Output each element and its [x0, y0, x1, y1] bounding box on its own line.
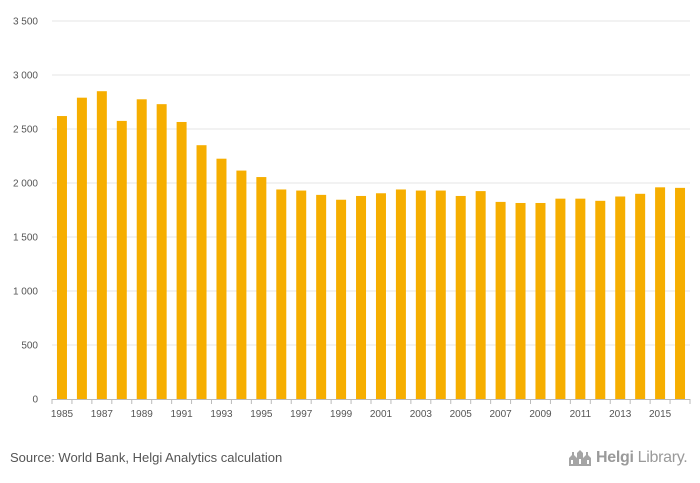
x-tick-label: 1985: [51, 409, 74, 420]
source-note: Source: World Bank, Helgi Analytics calc…: [10, 450, 283, 465]
bar: [395, 189, 406, 399]
bar: [435, 190, 446, 399]
x-tick-label: 2015: [649, 409, 672, 420]
bar: [475, 191, 486, 399]
y-tick-label: 500: [21, 341, 38, 352]
bar: [256, 177, 267, 399]
y-tick-label: 1 500: [13, 233, 38, 244]
bar: [336, 199, 347, 399]
x-tick-label: 1991: [170, 409, 193, 420]
y-axis-ticks: 0 500 1 000 1 500 2 000 2 500 3 000 3 500: [13, 17, 38, 406]
x-tick-label: 1993: [210, 409, 233, 420]
bar: [176, 121, 187, 399]
bar: [116, 120, 127, 400]
bar: [415, 190, 426, 399]
bar: [635, 193, 646, 399]
x-tick-label: 2001: [370, 409, 393, 420]
x-tick-label: 1997: [290, 409, 313, 420]
bar: [515, 202, 526, 399]
x-tick-label: 2005: [450, 409, 473, 420]
x-tick-label: 1995: [250, 409, 273, 420]
helgi-library-logo: Helgi Library.: [568, 449, 688, 467]
bar: [76, 97, 87, 400]
bar: [316, 194, 327, 399]
x-tick-label: 1989: [131, 409, 154, 420]
grid-lines: [52, 20, 690, 346]
bar: [655, 187, 666, 399]
y-tick-label: 0: [32, 395, 38, 406]
bar: [455, 195, 466, 399]
bar: [156, 104, 167, 399]
bar: [595, 200, 606, 399]
logo-main-text: Helgi: [596, 449, 634, 466]
bar: [236, 170, 247, 399]
y-tick-label: 3 500: [13, 17, 38, 28]
bar: [96, 91, 107, 399]
bar: [296, 190, 307, 399]
x-tick-label: 1987: [91, 409, 114, 420]
bar: [535, 202, 546, 399]
x-tick-label: 2011: [570, 409, 592, 420]
building-icon: [569, 450, 591, 466]
y-tick-label: 2 500: [13, 125, 38, 136]
x-tick-label: 2007: [489, 409, 512, 420]
bar: [675, 187, 686, 399]
bar: [375, 193, 386, 399]
y-tick-label: 2 000: [13, 179, 38, 190]
x-tick-label: 1999: [330, 409, 353, 420]
bar: [216, 158, 227, 399]
bar: [575, 198, 586, 399]
bar: [555, 198, 566, 399]
x-tick-label: 2013: [609, 409, 632, 420]
bar: [276, 189, 287, 399]
bar: [136, 99, 147, 400]
bars: [56, 91, 686, 400]
bar: [615, 196, 626, 399]
x-tick-label: 2003: [410, 409, 433, 420]
y-tick-label: 1 000: [13, 287, 38, 298]
bar: [356, 195, 367, 399]
x-axis-ticks: 1985 1987 1989 1991 1993 1995 1997 1999 2001 2003…: [51, 399, 691, 420]
bar: [196, 145, 207, 399]
logo-sub-text: Library.: [637, 449, 688, 466]
bar: [56, 116, 67, 399]
bar: [495, 201, 506, 399]
y-tick-label: 3 000: [13, 71, 38, 82]
x-tick-label: 2009: [529, 409, 552, 420]
